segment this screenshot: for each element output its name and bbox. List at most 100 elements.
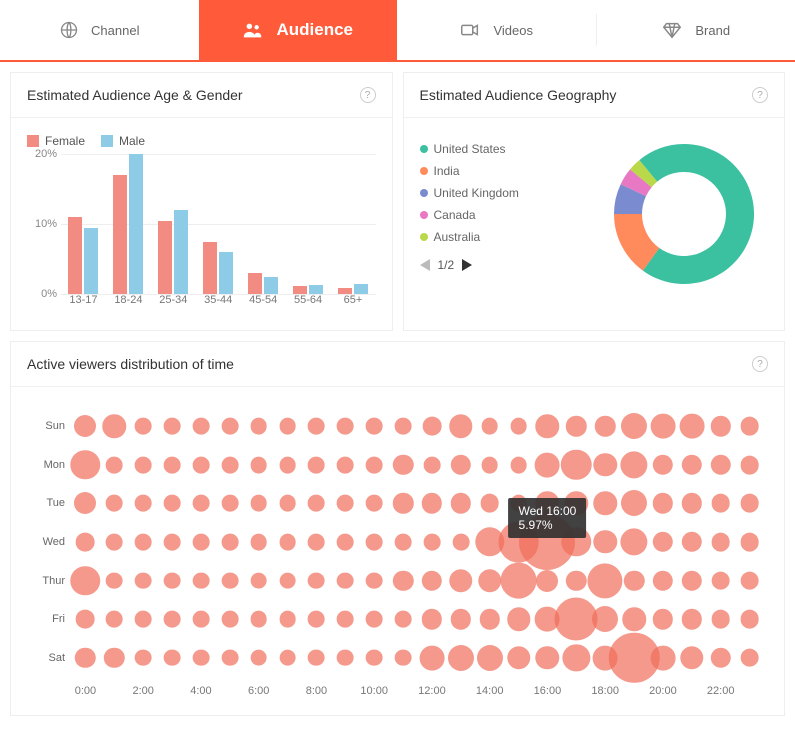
bubble-point[interactable] <box>740 610 759 629</box>
bubble-point[interactable] <box>680 646 703 669</box>
bubble-point[interactable] <box>164 611 181 628</box>
bubble-point[interactable] <box>221 418 238 435</box>
bubble-point[interactable] <box>103 415 126 438</box>
bubble-point[interactable] <box>711 533 730 552</box>
bubble-point[interactable] <box>337 418 354 435</box>
bubble-point[interactable] <box>106 534 123 551</box>
bubble-point[interactable] <box>740 494 759 513</box>
bubble-point[interactable] <box>279 418 296 435</box>
bubble-point[interactable] <box>536 415 559 438</box>
bubble-point[interactable] <box>595 416 615 436</box>
bubble-point[interactable] <box>393 455 413 475</box>
bubble-point[interactable] <box>135 611 152 628</box>
bubble-point[interactable] <box>536 570 558 592</box>
tab-videos[interactable]: Videos <box>397 0 596 60</box>
bubble-point[interactable] <box>250 572 267 589</box>
bubble-point[interactable] <box>478 569 501 592</box>
bubble-point[interactable] <box>106 611 123 628</box>
bubble-point[interactable] <box>135 456 152 473</box>
bubble-point[interactable] <box>395 649 412 666</box>
bubble-point[interactable] <box>250 456 267 473</box>
bubble-point[interactable] <box>308 611 325 628</box>
bubble-point[interactable] <box>451 493 471 513</box>
bubble-point[interactable] <box>308 456 325 473</box>
bubble-point[interactable] <box>221 456 238 473</box>
bubble-point[interactable] <box>250 611 267 628</box>
bubble-point[interactable] <box>536 646 559 669</box>
bubble-point[interactable] <box>622 607 645 630</box>
bubble-point[interactable] <box>193 611 210 628</box>
bubble-point[interactable] <box>135 495 152 512</box>
bubble-point[interactable] <box>250 534 267 551</box>
bubble-point[interactable] <box>279 456 296 473</box>
bubble-point[interactable] <box>193 495 210 512</box>
bubble-point[interactable] <box>279 534 296 551</box>
bubble-point[interactable] <box>366 418 383 435</box>
bubble-point[interactable] <box>682 493 702 513</box>
bubble-point[interactable] <box>76 533 95 552</box>
bubble-point[interactable] <box>308 649 325 666</box>
bubble-point[interactable] <box>653 609 673 629</box>
bubble-point[interactable] <box>621 490 647 516</box>
bubble-point[interactable] <box>452 534 469 551</box>
bubble-point[interactable] <box>507 607 530 630</box>
bubble-point[interactable] <box>510 495 527 512</box>
bubble-point[interactable] <box>651 645 676 670</box>
bubble-point[interactable] <box>711 610 730 629</box>
bubble-point[interactable] <box>561 450 592 481</box>
bubble-point[interactable] <box>279 572 296 589</box>
bubble-point[interactable] <box>477 645 503 671</box>
bubble-point[interactable] <box>221 534 238 551</box>
bubble-point[interactable] <box>711 494 730 513</box>
bubble-point[interactable] <box>424 456 441 473</box>
bubble-point[interactable] <box>566 416 586 436</box>
bubble-point[interactable] <box>221 495 238 512</box>
bubble-point[interactable] <box>106 456 123 473</box>
bubble-point[interactable] <box>711 571 730 590</box>
bubble-point[interactable] <box>193 572 210 589</box>
bubble-point[interactable] <box>366 495 383 512</box>
bubble-point[interactable] <box>71 450 100 479</box>
bubble-point[interactable] <box>422 570 442 590</box>
bubble-point[interactable] <box>653 455 673 475</box>
bubble-point[interactable] <box>740 417 759 436</box>
bubble-point[interactable] <box>562 527 591 556</box>
bubble-point[interactable] <box>593 530 616 553</box>
bubble-point[interactable] <box>193 418 210 435</box>
bubble-point[interactable] <box>740 455 759 474</box>
bubble-point[interactable] <box>449 569 472 592</box>
bubble-point[interactable] <box>682 532 702 552</box>
bubble-point[interactable] <box>366 611 383 628</box>
help-icon[interactable]: ? <box>360 87 376 103</box>
bubble-point[interactable] <box>395 418 412 435</box>
bubble-point[interactable] <box>308 572 325 589</box>
bubble-point[interactable] <box>193 649 210 666</box>
bubble-point[interactable] <box>740 648 759 667</box>
bubble-point[interactable] <box>106 572 123 589</box>
bubble-point[interactable] <box>337 495 354 512</box>
bubble-point[interactable] <box>510 456 527 473</box>
bubble-point[interactable] <box>621 413 647 439</box>
bubble-point[interactable] <box>422 609 442 629</box>
bubble-point[interactable] <box>366 649 383 666</box>
bubble-point[interactable] <box>135 649 152 666</box>
bubble-point[interactable] <box>620 528 647 555</box>
bubble-point[interactable] <box>588 563 623 598</box>
bubble-point[interactable] <box>279 495 296 512</box>
bubble-point[interactable] <box>481 418 498 435</box>
bubble-point[interactable] <box>337 649 354 666</box>
bubble-point[interactable] <box>424 534 441 551</box>
bubble-point[interactable] <box>135 418 152 435</box>
bubble-point[interactable] <box>653 493 673 513</box>
bubble-point[interactable] <box>193 534 210 551</box>
bubble-point[interactable] <box>740 571 759 590</box>
bubble-point[interactable] <box>395 534 412 551</box>
bubble-point[interactable] <box>481 456 498 473</box>
bubble-point[interactable] <box>651 414 676 439</box>
bubble-point[interactable] <box>337 611 354 628</box>
bubble-point[interactable] <box>366 534 383 551</box>
bubble-point[interactable] <box>193 456 210 473</box>
bubble-point[interactable] <box>164 456 181 473</box>
help-icon[interactable]: ? <box>752 356 768 372</box>
bubble-point[interactable] <box>135 572 152 589</box>
